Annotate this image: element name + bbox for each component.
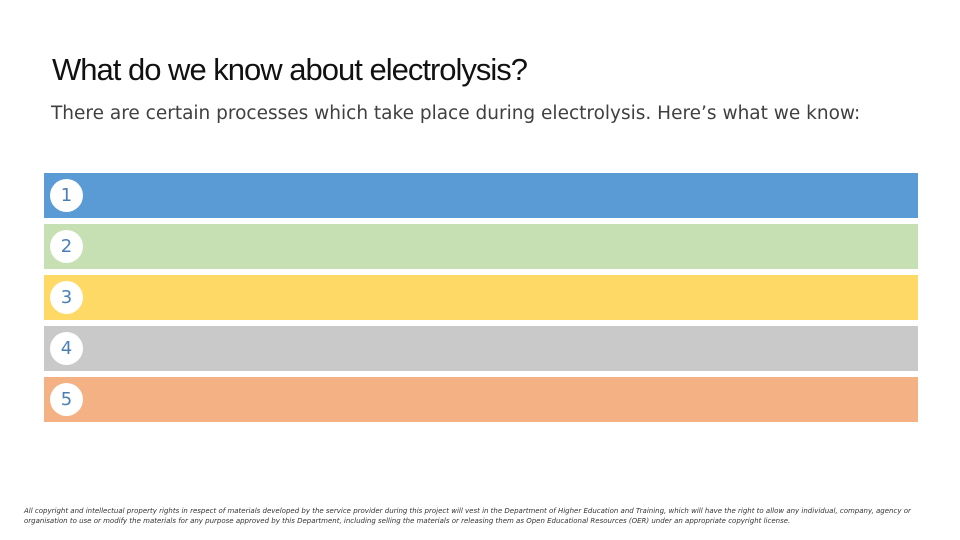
list-row-3: 3: [44, 275, 918, 320]
page-subtitle: There are certain processes which take p…: [51, 103, 861, 124]
page-title: What do we know about electrolysis?: [52, 52, 528, 87]
copyright-notice: All copyright and intellectual property …: [24, 507, 911, 525]
list-row-5: 5: [44, 377, 918, 422]
row-number-badge: 1: [50, 179, 83, 212]
row-number-badge: 2: [50, 230, 83, 263]
row-number-badge: 4: [50, 332, 83, 365]
list-row-1: 1: [44, 173, 918, 218]
row-number-badge: 5: [50, 383, 83, 416]
row-number-badge: 3: [50, 281, 83, 314]
list-row-2: 2: [44, 224, 918, 269]
list-row-4: 4: [44, 326, 918, 371]
numbered-list: 1 2 3 4 5: [44, 173, 918, 428]
